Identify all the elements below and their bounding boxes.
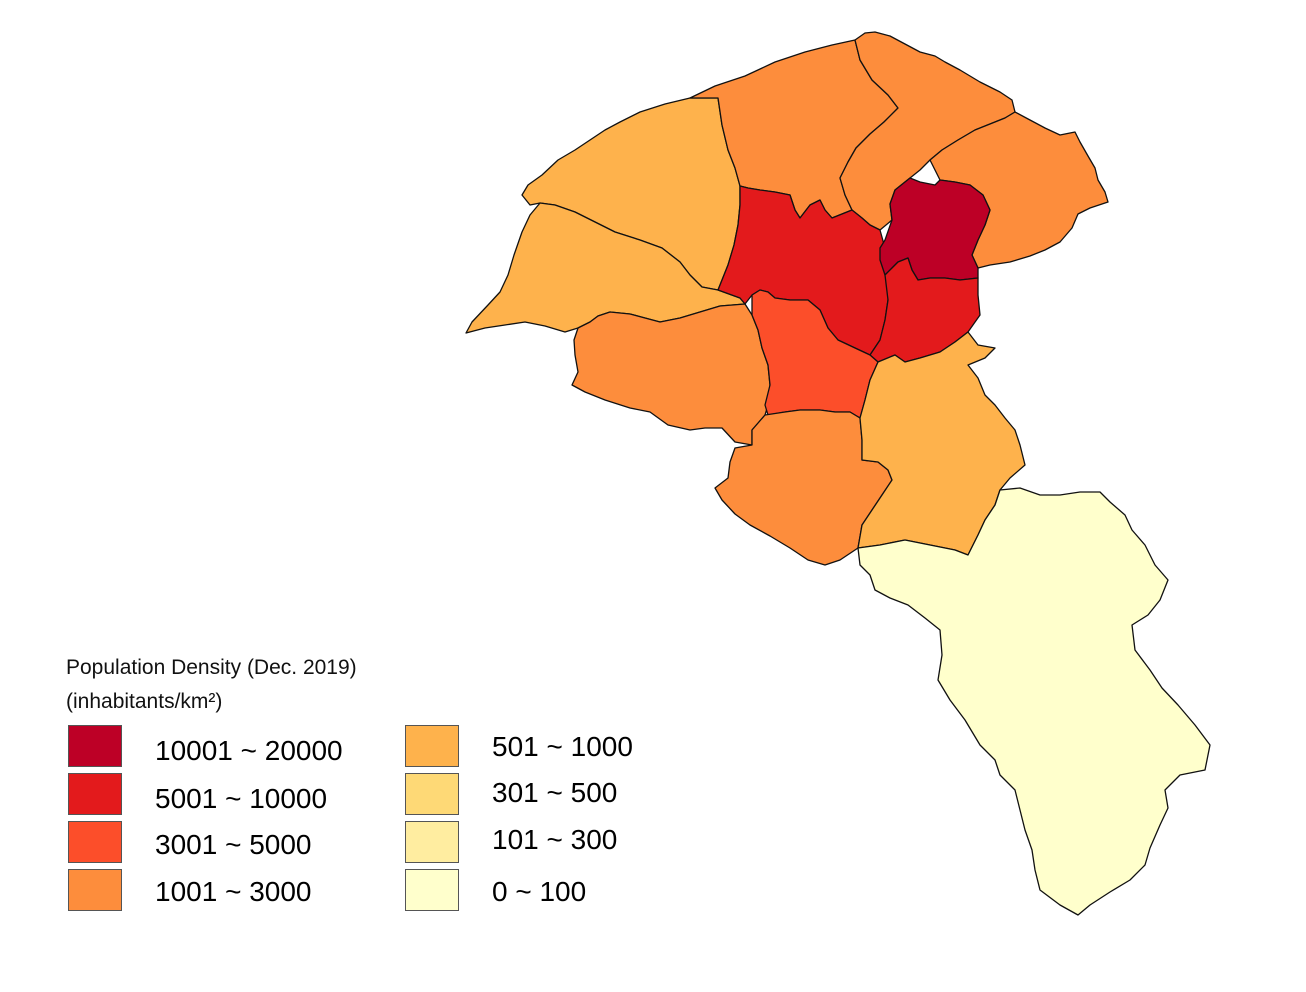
legend-label-5001-10000: 5001 ~ 10000 xyxy=(155,783,328,814)
district-southwest[interactable] xyxy=(571,303,771,446)
legend-label-10001-20000: 10001 ~ 20000 xyxy=(155,735,343,766)
legend-swatch-101-300 xyxy=(405,821,459,863)
legend-label-101-300: 101 ~ 300 xyxy=(492,824,618,855)
legend-label-501-1000: 501 ~ 1000 xyxy=(492,731,633,762)
district-north[interactable] xyxy=(839,31,1016,231)
district-east-central[interactable] xyxy=(869,257,981,363)
district-far-south[interactable] xyxy=(857,487,1211,916)
legend-swatch-5001-10000 xyxy=(68,773,122,815)
legend-swatch-1001-3000 xyxy=(68,869,122,911)
legend-swatch-3001-5000 xyxy=(68,821,122,863)
legend-swatch-10001-20000 xyxy=(68,725,122,767)
legend-title: Population Density (Dec. 2019) xyxy=(66,656,357,679)
legend-label-3001-5000: 3001 ~ 5000 xyxy=(155,829,312,860)
legend-unit: (inhabitants/km²) xyxy=(66,690,223,713)
legend-swatch-0-100 xyxy=(405,869,459,911)
legend-swatch-301-500 xyxy=(405,773,459,815)
legend-label-1001-3000: 1001 ~ 3000 xyxy=(155,876,312,907)
legend-label-0-100: 0 ~ 100 xyxy=(492,876,587,907)
legend-swatch-501-1000 xyxy=(405,725,459,767)
legend-label-301-500: 301 ~ 500 xyxy=(492,777,618,808)
